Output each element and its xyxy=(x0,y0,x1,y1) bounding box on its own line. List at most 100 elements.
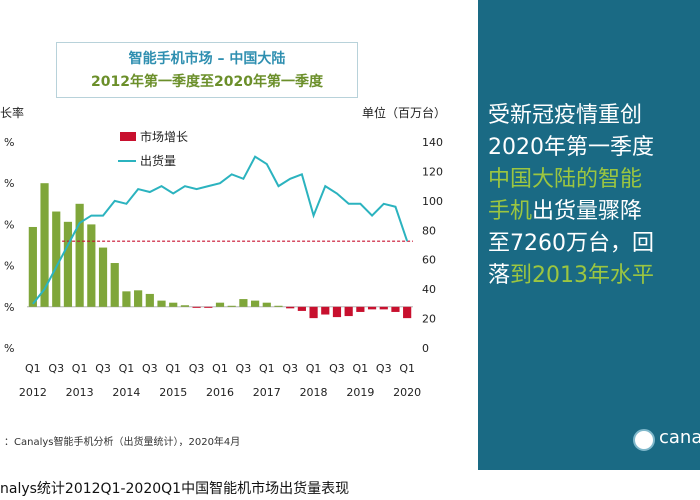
left-tick-label: % xyxy=(4,136,14,149)
left-tick-label: % xyxy=(4,177,14,190)
chart-title: 智能手机市场 – 中国大陆 xyxy=(128,51,286,67)
growth-bar xyxy=(391,306,400,312)
headline-panel: 受新冠疫情重创 2020年第一季度 中国大陆的智能 手机出货量骤降 至7260万… xyxy=(478,0,700,470)
growth-bar xyxy=(180,305,190,307)
x-tick-label: Q1 xyxy=(212,362,228,375)
logo-text: cana xyxy=(659,427,700,448)
left-tick-label: % xyxy=(4,301,14,314)
x-tick-label: Q3 xyxy=(376,362,392,375)
left-tick-label: % xyxy=(4,260,14,273)
headline-line-1: 受新冠疫情重创 xyxy=(488,103,643,128)
right-tick-label: 80 xyxy=(422,224,436,237)
growth-bar xyxy=(204,306,213,308)
growth-bar xyxy=(145,293,154,307)
source-note: ：Canalys智能手机分析（出货量统计），2020年4月 xyxy=(4,437,241,448)
chart-panel: 智能手机市场 – 中国大陆 2012年第一季度至2020年第一季度 长率 单位（… xyxy=(0,42,447,448)
headline-line-5: 至7260万台，回 xyxy=(488,231,654,256)
right-axis-label: 单位（百万台） xyxy=(362,106,447,120)
right-tick-label: 40 xyxy=(422,283,436,296)
x-tick-label: Q3 xyxy=(95,362,111,375)
growth-bar xyxy=(321,306,330,315)
growth-bar xyxy=(274,305,283,307)
growth-bar xyxy=(262,302,271,307)
growth-bar xyxy=(122,291,131,307)
growth-bar xyxy=(356,306,365,312)
legend-label-growth: 市场增长 xyxy=(140,129,188,144)
headline-line-4: 手机出货量骤降 xyxy=(488,196,700,228)
x-year-label: 2016 xyxy=(206,386,234,399)
x-tick-label: Q1 xyxy=(306,362,322,375)
x-year-label: 2018 xyxy=(300,386,328,399)
x-tick-label: Q1 xyxy=(119,362,135,375)
x-tick-label: Q3 xyxy=(189,362,205,375)
slide: 智能手机市场 – 中国大陆 2012年第一季度至2020年第一季度 长率 单位（… xyxy=(0,0,700,470)
x-year-label: 2013 xyxy=(66,386,94,399)
growth-bar xyxy=(367,306,377,310)
chart-title-box: 智能手机市场 – 中国大陆 2012年第一季度至2020年第一季度 xyxy=(56,42,358,98)
growth-bar xyxy=(297,306,306,311)
headline-line-2: 2020年第一季度 xyxy=(488,135,654,160)
growth-bar xyxy=(332,306,342,318)
growth-bar xyxy=(239,299,248,307)
growth-bar xyxy=(134,290,143,307)
growth-bar xyxy=(250,300,260,307)
right-tick-label: 60 xyxy=(422,254,436,267)
left-tick-label: % xyxy=(4,342,14,355)
growth-bar xyxy=(309,306,318,319)
growth-bar xyxy=(169,302,178,307)
growth-bar xyxy=(52,211,61,307)
growth-bar xyxy=(28,226,37,307)
x-year-label: 2014 xyxy=(112,386,140,399)
right-tick-label: 20 xyxy=(422,313,436,326)
growth-bar xyxy=(63,221,73,307)
x-tick-label: Q3 xyxy=(329,362,345,375)
shipments-line xyxy=(32,155,409,305)
x-tick-label: Q3 xyxy=(48,362,64,375)
headline-line-6: 落到2013年水平 xyxy=(488,260,700,292)
growth-bar xyxy=(110,263,119,307)
headline-line-4-green: 手机 xyxy=(488,199,533,224)
growth-bar xyxy=(192,306,201,308)
x-year-label: 2019 xyxy=(346,386,374,399)
figure-caption: nalys统计2012Q1-2020Q1中国智能机市场出货量表现 xyxy=(0,481,350,497)
x-year-label: 2015 xyxy=(159,386,187,399)
headline-line-6-green: 到2013年水平 xyxy=(510,263,655,288)
x-year-label: 2017 xyxy=(253,386,281,399)
chart-subtitle: 2012年第一季度至2020年第一季度 xyxy=(91,74,323,90)
headline-line-3: 中国大陆的智能 xyxy=(488,167,643,192)
x-tick-label: Q1 xyxy=(353,362,369,375)
legend-label-shipments: 出货量 xyxy=(140,153,176,168)
right-tick-label: 140 xyxy=(422,136,443,149)
headline-line-4-white: 出货量骤降 xyxy=(532,199,643,224)
growth-bar xyxy=(403,306,412,319)
growth-bar xyxy=(40,183,49,307)
x-tick-label: Q1 xyxy=(25,362,41,375)
growth-bar xyxy=(215,302,225,307)
right-tick-label: 0 xyxy=(422,342,429,355)
legend-swatch-growth xyxy=(120,132,136,141)
growth-bar xyxy=(75,203,84,307)
left-tick-label: % xyxy=(4,218,14,231)
growth-bar xyxy=(98,247,108,307)
x-year-label: 2020 xyxy=(393,386,421,399)
growth-bar xyxy=(157,300,166,307)
headline-line-6-white: 落 xyxy=(488,263,511,288)
growth-bar xyxy=(379,306,388,310)
growth-bar xyxy=(227,305,236,307)
x-tick-label: Q1 xyxy=(165,362,181,375)
x-tick-label: Q1 xyxy=(259,362,275,375)
x-year-label: 2012 xyxy=(19,386,47,399)
x-tick-label: Q3 xyxy=(282,362,298,375)
left-axis-label: 长率 xyxy=(0,106,25,120)
growth-bar xyxy=(87,224,96,307)
logo-globe-icon xyxy=(633,429,655,451)
x-tick-label: Q3 xyxy=(142,362,158,375)
x-tick-label: Q1 xyxy=(72,362,88,375)
growth-bar xyxy=(286,306,295,309)
x-tick-label: Q3 xyxy=(236,362,252,375)
right-tick-label: 120 xyxy=(422,165,443,178)
growth-bar xyxy=(344,306,353,317)
right-tick-label: 100 xyxy=(422,195,443,208)
x-tick-label: Q1 xyxy=(399,362,415,375)
